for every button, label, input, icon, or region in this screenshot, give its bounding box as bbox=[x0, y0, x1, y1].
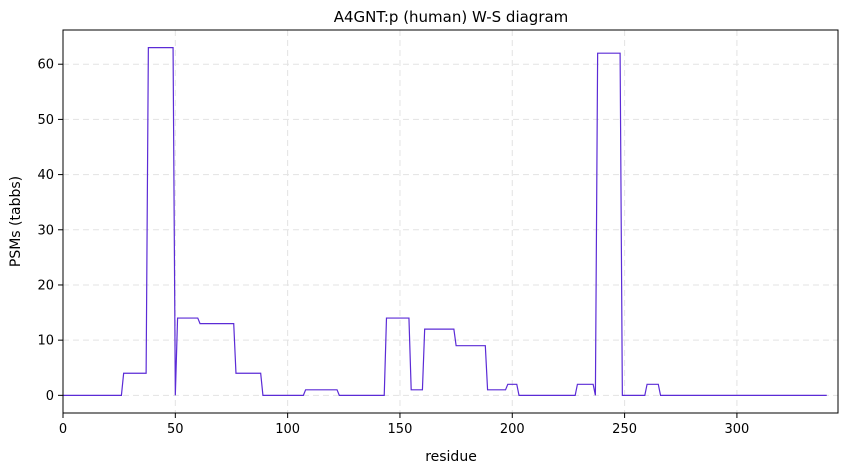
x-tick-label: 150 bbox=[388, 422, 413, 437]
x-axis-label: residue bbox=[425, 449, 477, 465]
grid bbox=[62, 30, 838, 413]
x-tick-label: 50 bbox=[167, 422, 184, 437]
x-tick-label: 100 bbox=[275, 422, 300, 437]
y-tick-label: 10 bbox=[37, 334, 54, 349]
plot-frame bbox=[62, 29, 839, 414]
y-tick-label: 50 bbox=[37, 113, 54, 128]
y-tick-label: 20 bbox=[37, 278, 54, 293]
x-tick-label: 200 bbox=[500, 422, 525, 437]
chart-title: A4GNT:p (human) W-S diagram bbox=[334, 8, 569, 26]
series bbox=[63, 47, 827, 396]
y-axis-label: PSMs (tabbs) bbox=[8, 176, 24, 267]
series-line bbox=[63, 47, 827, 396]
y-tick-label: 0 bbox=[46, 389, 54, 404]
y-tick-label: 40 bbox=[37, 168, 54, 183]
x-tick-label: 300 bbox=[724, 422, 749, 437]
y-tick-label: 30 bbox=[37, 223, 54, 238]
x-tick-label: 250 bbox=[612, 422, 637, 437]
x-tick-label: 0 bbox=[59, 422, 67, 437]
y-tick-label: 60 bbox=[37, 58, 54, 73]
ticks: 0 50 100 150 200 250 300 0 10 20 30 40 50 60 bbox=[37, 58, 749, 437]
